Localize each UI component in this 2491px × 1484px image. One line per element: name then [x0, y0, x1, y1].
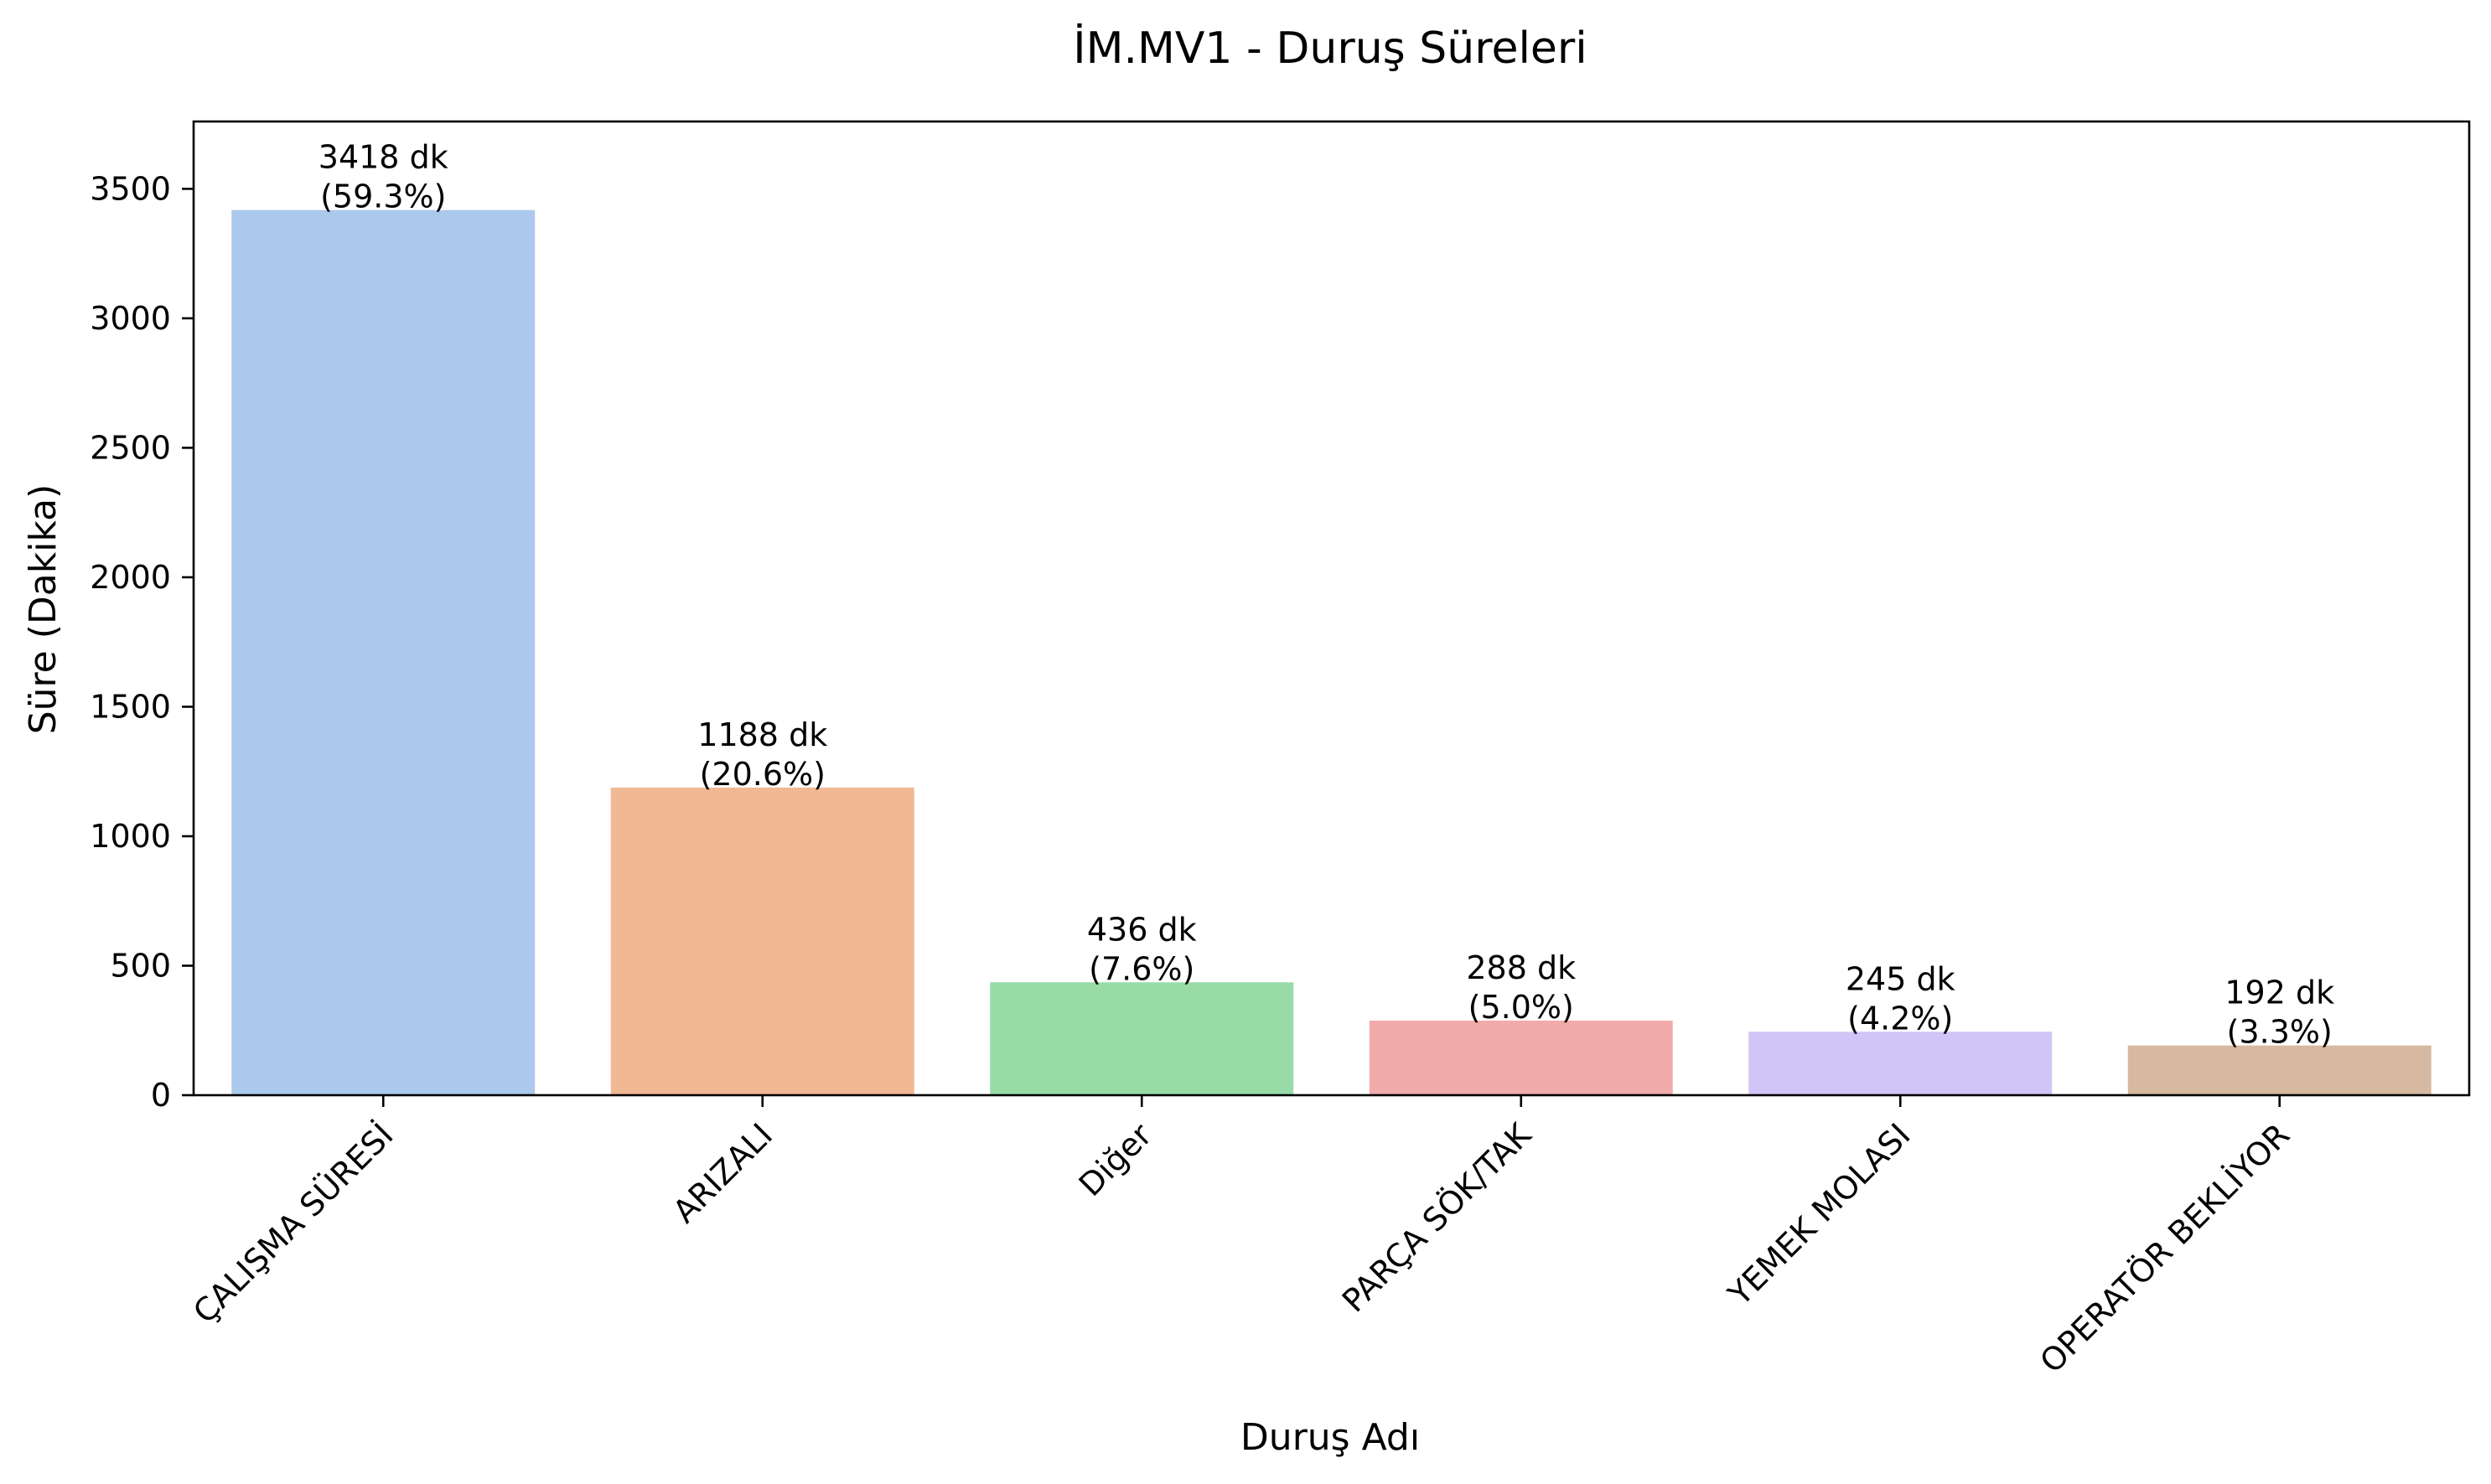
- chart-title: İM.MV1 - Duruş Süreleri: [1073, 23, 1587, 74]
- y-tick-label: 1500: [90, 688, 171, 725]
- x-axis: ÇALIŞMA SÜRESİ ARIZALI Diğer PARÇA SÖK/TAK Y…: [186, 1095, 2297, 1380]
- x-axis-label: Duruş Adı: [1240, 1416, 1420, 1459]
- bar-percent-label: (7.6%): [1089, 950, 1194, 987]
- bar-percent-label: (59.3%): [320, 178, 446, 215]
- x-tick-label: Diğer: [1072, 1116, 1159, 1203]
- bar: [231, 209, 536, 1096]
- bar: [1748, 1032, 2053, 1095]
- x-tick-label: YEMEK MOLASI: [1721, 1116, 1918, 1313]
- y-tick-label: 1000: [90, 818, 171, 855]
- value-labels-group: 3418 dk(59.3%) 1188 dk(20.6%) 436 dk(7.6%)…: [318, 139, 2334, 1051]
- x-tick-label: OPERATÖR BEKLİYOR: [2033, 1116, 2297, 1380]
- bars-group: [231, 209, 2431, 1096]
- y-axis-label: Süre (Dakika): [22, 484, 65, 735]
- y-tick-label: 2000: [90, 559, 171, 596]
- y-tick-label: 3500: [90, 170, 171, 207]
- bar-value-label: 192 dk: [2224, 975, 2334, 1011]
- x-tick-label: PARÇA SÖK/TAK: [1335, 1115, 1539, 1319]
- y-axis: 0 500 1000 1500 2000 2500 3000 3500: [90, 170, 194, 1114]
- plot-frame: [192, 120, 2471, 1097]
- bar-percent-label: (5.0%): [1468, 989, 1574, 1026]
- bar-percent-label: (20.6%): [700, 756, 826, 793]
- bar-value-label: 1188 dk: [697, 716, 827, 753]
- y-tick-label: 2500: [90, 429, 171, 466]
- y-tick-label: 0: [151, 1077, 171, 1114]
- x-tick-label: ÇALIŞMA SÜRESİ: [186, 1116, 401, 1331]
- y-tick-label: 3000: [90, 300, 171, 337]
- x-tick-label: ARIZALI: [665, 1116, 779, 1230]
- bar: [610, 787, 914, 1095]
- bar: [1369, 1020, 1673, 1095]
- bar: [990, 982, 1294, 1095]
- bar-value-label: 245 dk: [1846, 960, 1955, 997]
- bar-percent-label: (4.2%): [1847, 1000, 1953, 1037]
- y-tick-label: 500: [110, 947, 171, 984]
- bar-value-label: 288 dk: [1466, 949, 1576, 986]
- bar-value-label: 436 dk: [1087, 911, 1197, 948]
- bar-value-label: 3418 dk: [318, 139, 448, 176]
- bar-percent-label: (3.3%): [2227, 1014, 2333, 1051]
- bar: [2127, 1045, 2431, 1095]
